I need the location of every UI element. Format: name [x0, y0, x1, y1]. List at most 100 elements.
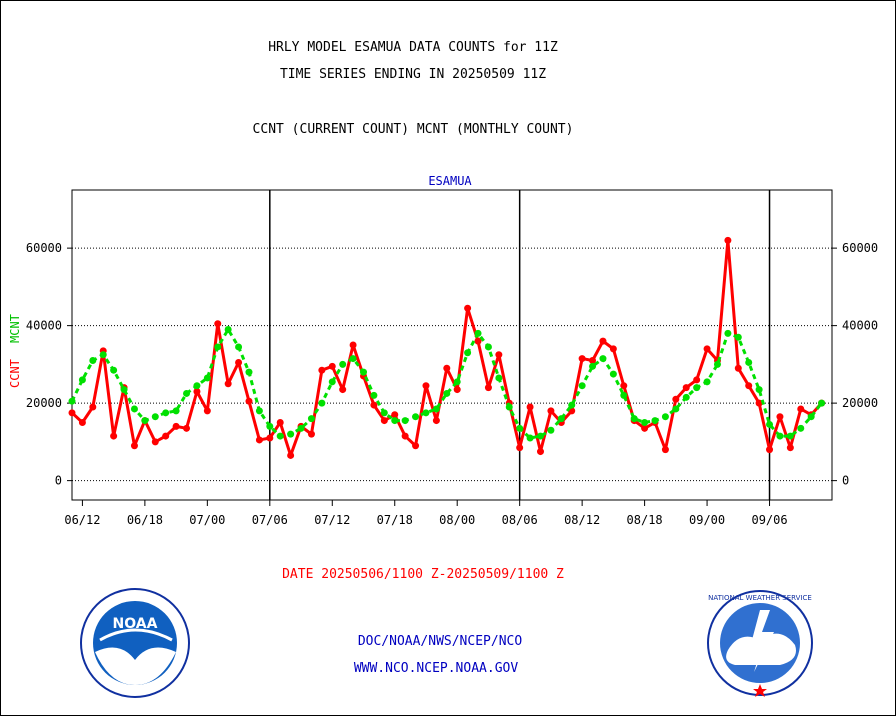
data-point-mcnt	[609, 370, 617, 378]
data-point-mcnt	[68, 397, 76, 405]
data-point-ccnt	[307, 430, 315, 438]
data-point-mcnt	[797, 424, 805, 432]
data-point-mcnt	[235, 343, 243, 351]
data-point-mcnt	[745, 358, 753, 366]
nws-logo-text: NATIONAL WEATHER SERVICE	[708, 594, 812, 602]
data-point-ccnt	[672, 395, 680, 403]
data-point-mcnt	[214, 343, 222, 351]
y-tick-label-right: 0	[842, 474, 849, 488]
data-point-mcnt	[443, 389, 451, 397]
website-label: WWW.NCO.NCEP.NOAA.GOV	[354, 661, 519, 676]
y-label-ccnt: CCNT	[8, 359, 22, 388]
data-point-mcnt	[380, 409, 388, 417]
data-point-ccnt	[162, 432, 170, 440]
data-point-mcnt	[360, 368, 368, 376]
data-point-mcnt	[568, 401, 576, 409]
data-point-ccnt	[412, 442, 420, 450]
data-point-mcnt	[412, 413, 420, 421]
data-point-ccnt	[318, 366, 326, 374]
data-point-ccnt	[776, 413, 784, 421]
y-tick-label-left: 60000	[26, 241, 62, 255]
data-point-ccnt	[755, 399, 763, 407]
data-point-ccnt	[484, 384, 492, 392]
data-point-mcnt	[557, 415, 565, 423]
data-point-ccnt	[68, 409, 76, 417]
data-point-mcnt	[266, 422, 274, 430]
x-tick-label: 07/00	[189, 513, 225, 527]
data-point-ccnt	[151, 438, 159, 446]
data-point-ccnt	[661, 446, 669, 454]
data-point-ccnt	[682, 384, 690, 392]
data-point-mcnt	[78, 376, 86, 384]
data-point-ccnt	[620, 382, 628, 390]
data-point-mcnt	[110, 366, 118, 374]
data-point-ccnt	[339, 386, 347, 394]
data-point-ccnt	[516, 444, 524, 452]
noaa-logo-text: NOAA	[113, 616, 158, 632]
data-point-ccnt	[536, 448, 544, 456]
data-point-ccnt	[130, 442, 138, 450]
data-point-mcnt	[682, 393, 690, 401]
y-tick-label-left: 0	[55, 474, 62, 488]
data-point-mcnt	[807, 413, 815, 421]
data-point-mcnt	[162, 409, 170, 417]
y-tick-label-left: 20000	[26, 396, 62, 410]
data-point-mcnt	[453, 378, 461, 386]
data-point-ccnt	[110, 432, 118, 440]
data-point-mcnt	[349, 355, 357, 363]
x-tick-label: 08/06	[502, 513, 538, 527]
data-point-ccnt	[474, 337, 482, 345]
data-point-mcnt	[432, 405, 440, 413]
data-point-mcnt	[401, 417, 409, 425]
x-tick-label: 07/18	[377, 513, 413, 527]
chart-subtitle: CCNT (CURRENT COUNT) MCNT (MONTHLY COUNT…	[253, 122, 574, 137]
data-point-mcnt	[818, 399, 826, 407]
data-point-ccnt	[349, 341, 357, 349]
data-point-ccnt	[766, 446, 774, 454]
noaa-logo: NOAA	[80, 588, 190, 698]
data-point-ccnt	[276, 419, 284, 426]
title-line-2: TIME SERIES ENDING IN 20250509 11Z	[280, 67, 546, 82]
x-tick-label: 08/00	[439, 513, 475, 527]
data-point-mcnt	[693, 384, 701, 392]
data-point-mcnt	[786, 432, 794, 440]
data-point-mcnt	[193, 382, 201, 390]
x-tick-label: 08/12	[564, 513, 600, 527]
data-point-mcnt	[422, 409, 430, 417]
data-point-mcnt	[203, 374, 211, 382]
data-point-mcnt	[89, 357, 97, 364]
x-tick-label: 07/12	[314, 513, 350, 527]
data-point-ccnt	[547, 407, 555, 415]
plot-title: ESAMUA	[428, 174, 472, 188]
x-tick-label: 06/18	[127, 513, 163, 527]
data-point-mcnt	[464, 349, 472, 357]
data-point-ccnt	[495, 351, 503, 359]
data-point-ccnt	[266, 434, 274, 442]
data-point-mcnt	[151, 413, 159, 421]
data-point-mcnt	[391, 417, 399, 425]
data-point-mcnt	[172, 407, 180, 415]
data-point-mcnt	[526, 434, 534, 442]
data-point-mcnt	[776, 432, 784, 440]
data-point-mcnt	[484, 343, 492, 351]
data-point-mcnt	[734, 333, 742, 341]
data-point-mcnt	[516, 424, 524, 432]
data-point-mcnt	[599, 355, 607, 363]
date-range-label: DATE 20250506/1100 Z-20250509/1100 Z	[282, 567, 564, 582]
data-point-mcnt	[630, 415, 638, 423]
title-line-1: HRLY MODEL ESAMUA DATA COUNTS for 11Z	[268, 40, 558, 55]
data-point-ccnt	[453, 386, 461, 394]
data-point-ccnt	[224, 380, 232, 388]
data-point-ccnt	[255, 436, 263, 444]
data-point-ccnt	[391, 411, 399, 419]
data-point-ccnt	[422, 382, 430, 390]
data-point-mcnt	[339, 360, 347, 368]
plot-border	[71, 189, 833, 501]
data-point-ccnt	[193, 388, 201, 395]
data-point-mcnt	[578, 382, 586, 390]
data-point-mcnt	[370, 391, 378, 399]
data-point-ccnt	[287, 451, 295, 459]
x-tick-label: 08/18	[627, 513, 663, 527]
data-point-mcnt	[703, 378, 711, 386]
